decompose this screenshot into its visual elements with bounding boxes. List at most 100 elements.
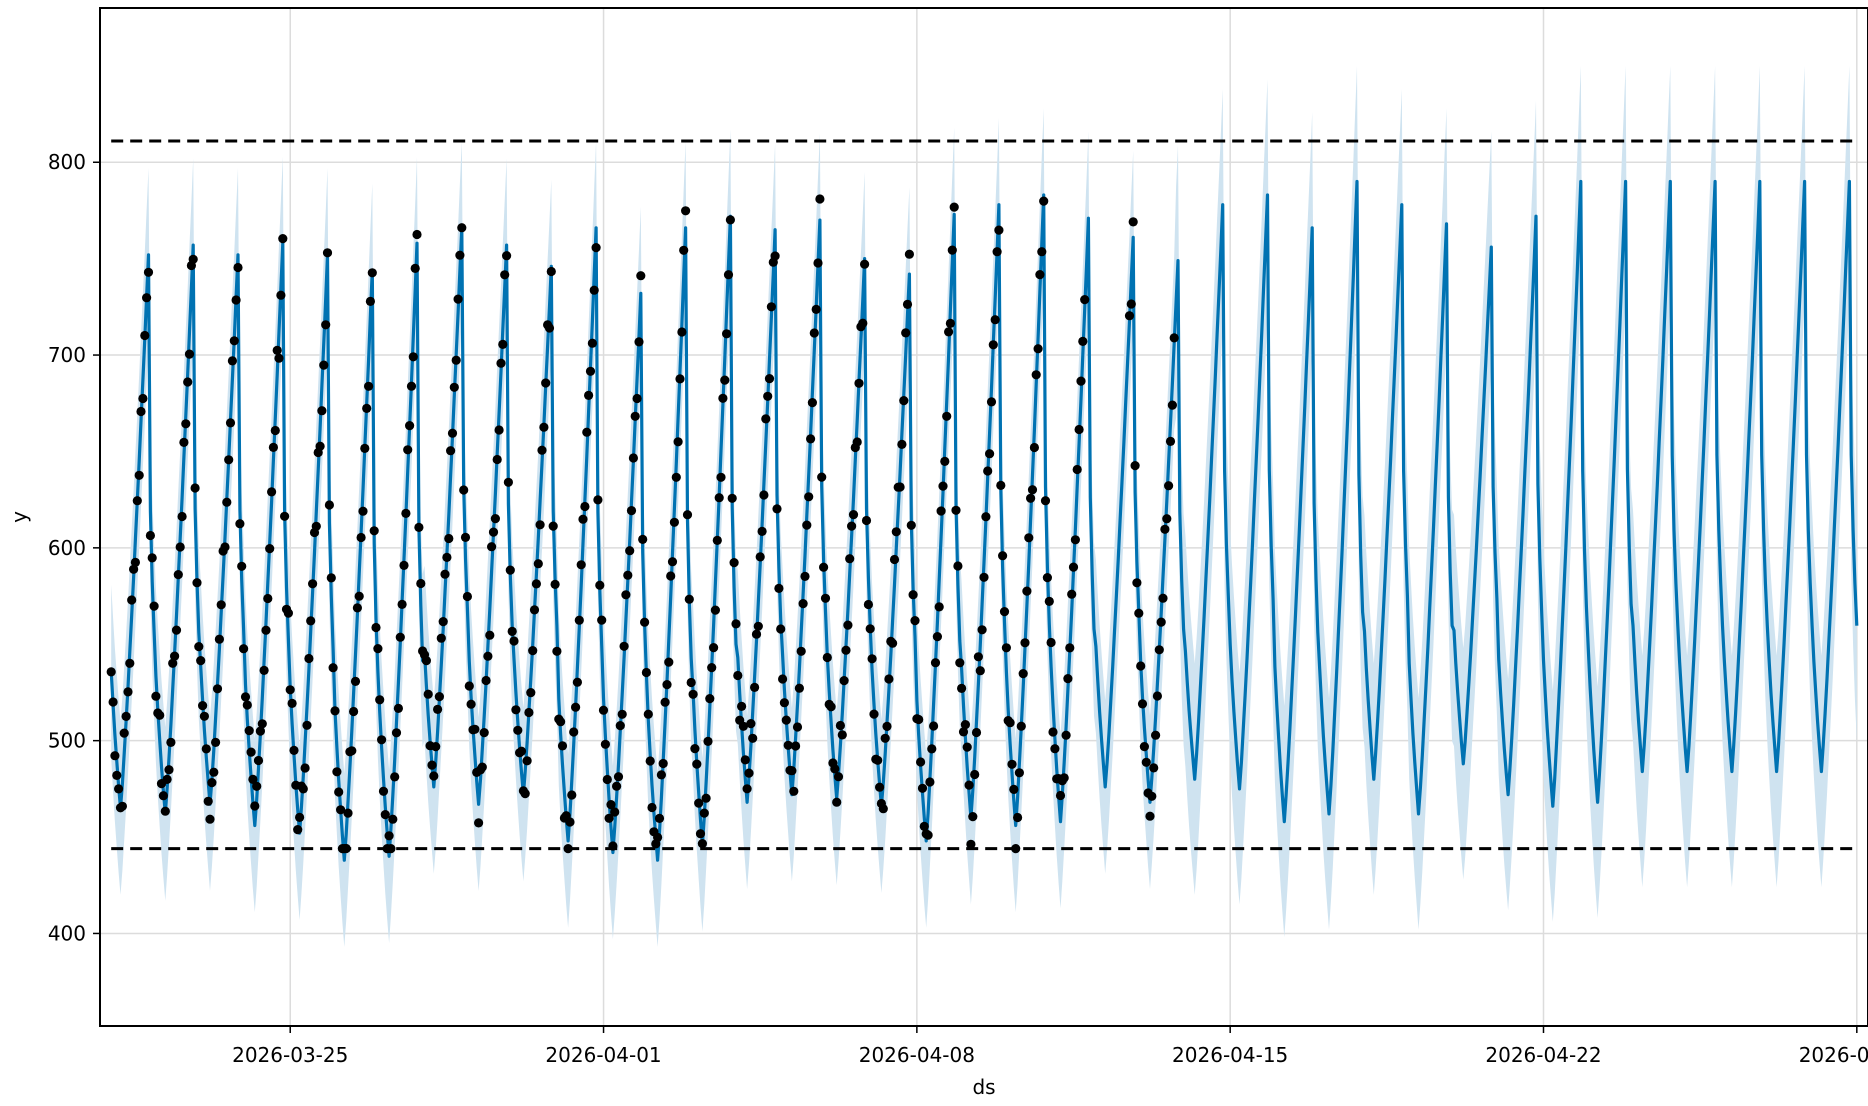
- observed-point: [863, 599, 874, 610]
- observed-point: [360, 443, 370, 453]
- observed-point: [1132, 578, 1142, 588]
- observed-point: [985, 449, 995, 459]
- observed-point: [365, 296, 375, 306]
- observed-point: [899, 396, 909, 406]
- observed-point: [145, 530, 155, 541]
- observed-point: [507, 626, 517, 637]
- observed-point: [207, 778, 217, 788]
- observed-point: [572, 677, 583, 687]
- observed-point: [375, 695, 385, 705]
- observed-point: [1011, 844, 1021, 854]
- observed-point: [744, 768, 754, 778]
- observed-point: [436, 633, 446, 643]
- observed-point: [598, 705, 609, 715]
- observed-point: [843, 620, 853, 630]
- observed-point: [265, 544, 275, 554]
- observed-point: [889, 554, 900, 565]
- observed-point: [882, 721, 892, 732]
- observed-point: [416, 578, 426, 589]
- observed-point: [653, 832, 663, 843]
- observed-point: [496, 358, 506, 368]
- observed-point: [1134, 608, 1144, 618]
- observed-point: [211, 737, 221, 748]
- observed-point: [626, 506, 637, 516]
- observed-point: [945, 318, 956, 328]
- observed-point: [647, 802, 657, 813]
- observed-point: [289, 745, 299, 756]
- observed-point: [440, 569, 450, 579]
- observed-point: [412, 229, 422, 240]
- observed-point: [958, 727, 969, 737]
- uncertainty-band: [111, 65, 1857, 948]
- observed-point: [453, 294, 463, 304]
- observed-point: [239, 644, 249, 654]
- observed-point: [772, 504, 782, 514]
- observed-point: [707, 663, 717, 673]
- observed-point: [794, 683, 805, 693]
- observed-point: [677, 327, 687, 337]
- observed-point: [110, 751, 120, 761]
- observed-point: [1154, 645, 1164, 655]
- observed-point: [171, 625, 182, 635]
- observed-point: [867, 654, 877, 664]
- observed-point: [347, 746, 357, 756]
- observed-point: [250, 801, 260, 811]
- observed-point: [571, 702, 581, 712]
- observed-point: [184, 349, 195, 359]
- observed-point: [729, 558, 739, 568]
- observed-point: [397, 599, 407, 610]
- observed-point: [1149, 763, 1159, 773]
- observed-point: [960, 720, 971, 730]
- observed-point: [274, 353, 284, 363]
- observed-point: [662, 680, 672, 690]
- observed-point: [356, 532, 366, 543]
- observed-point: [613, 772, 624, 782]
- observed-point: [231, 295, 241, 305]
- observed-point: [593, 495, 603, 505]
- observed-point: [750, 682, 760, 693]
- observed-point: [457, 223, 467, 233]
- observed-point: [632, 393, 642, 404]
- observed-point: [179, 437, 189, 447]
- observed-point: [459, 485, 469, 495]
- observed-point: [539, 422, 549, 432]
- observed-point: [1158, 593, 1168, 603]
- observed-point: [1033, 344, 1043, 354]
- observed-point: [160, 806, 170, 816]
- observed-point: [692, 759, 702, 769]
- observed-point: [1037, 247, 1047, 257]
- observed-point: [733, 670, 743, 681]
- observed-point: [127, 595, 137, 605]
- observed-point: [944, 327, 954, 337]
- observed-point: [759, 490, 769, 500]
- observed-point: [968, 812, 978, 822]
- observed-point: [901, 328, 911, 338]
- observed-point: [610, 807, 620, 817]
- observed-point: [640, 617, 650, 627]
- y-axis-label: y: [7, 511, 31, 523]
- observed-point: [1065, 643, 1075, 653]
- observed-point: [485, 630, 495, 640]
- observed-point: [548, 521, 558, 531]
- observed-point: [623, 570, 633, 580]
- observed-point: [502, 251, 512, 261]
- observed-point: [173, 570, 183, 580]
- observed-point: [641, 667, 652, 678]
- observed-point: [293, 825, 303, 835]
- observed-point: [731, 619, 741, 629]
- observed-point: [263, 593, 273, 604]
- observed-point: [817, 472, 827, 482]
- observed-point: [552, 646, 562, 656]
- observed-point: [837, 730, 847, 740]
- observed-point: [466, 699, 476, 709]
- observed-point: [992, 247, 1002, 257]
- observed-point: [847, 521, 857, 531]
- observed-point: [257, 719, 267, 729]
- observed-point: [947, 245, 957, 255]
- observed-point: [565, 817, 575, 827]
- observed-point: [529, 605, 540, 615]
- observed-point: [1139, 742, 1149, 752]
- observed-point: [1016, 721, 1026, 731]
- observed-point: [358, 506, 368, 516]
- observed-point: [410, 263, 420, 273]
